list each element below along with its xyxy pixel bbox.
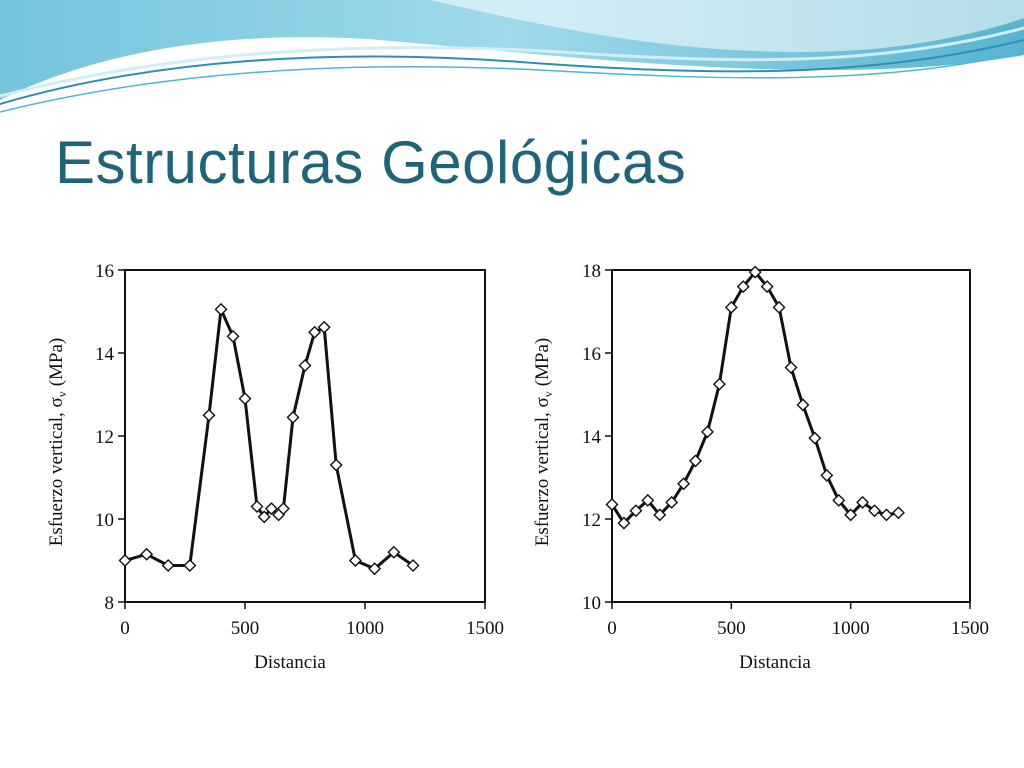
- data-point-diamond: [387, 545, 401, 559]
- data-point-diamond: [760, 280, 774, 294]
- data-point-diamond: [641, 493, 655, 507]
- data-point-diamond: [724, 300, 738, 314]
- y-tick-label: 18: [582, 261, 601, 282]
- data-point-diamond: [286, 410, 300, 424]
- x-axis-label: Distancia: [739, 652, 811, 673]
- data-point-diamond: [276, 502, 290, 516]
- y-tick-label: 16: [582, 344, 601, 365]
- data-point-diamond: [712, 377, 726, 391]
- data-point-diamond: [891, 506, 905, 520]
- data-point-diamond: [653, 508, 667, 522]
- data-point-diamond: [161, 558, 175, 572]
- data-point-diamond: [140, 547, 154, 561]
- y-axis-label-subscript: v: [541, 391, 555, 397]
- y-tick-label: 12: [95, 427, 114, 448]
- data-point-diamond: [264, 502, 278, 516]
- chart-frame: [611, 269, 971, 603]
- series-line: [610, 270, 899, 525]
- x-axis-label: Distancia: [254, 652, 326, 673]
- data-point-diamond: [368, 562, 382, 576]
- y-tick-label: 8: [105, 593, 115, 614]
- data-point-diamond: [605, 497, 619, 511]
- x-tick-label: 1500: [466, 618, 504, 639]
- data-point-diamond: [308, 325, 322, 339]
- data-point-diamond: [868, 504, 882, 518]
- data-point-diamond: [784, 361, 798, 375]
- x-tick-label: 500: [717, 618, 746, 639]
- data-point-diamond: [348, 554, 362, 567]
- y-tick-label: 10: [95, 510, 114, 531]
- data-point-diamond: [629, 504, 643, 518]
- data-point-diamond: [250, 500, 264, 514]
- data-point-diamond: [406, 558, 420, 572]
- data-point-diamond: [298, 358, 312, 372]
- data-point-diamond: [700, 425, 714, 439]
- data-point-diamond: [856, 495, 870, 509]
- y-axis-label-unit: (MPa): [532, 338, 553, 387]
- y-tick-label: 14: [95, 344, 115, 365]
- data-point-diamond: [202, 408, 216, 422]
- y-tick-label: 10: [582, 593, 601, 614]
- data-point-diamond: [226, 329, 240, 343]
- data-point-diamond: [257, 510, 271, 524]
- data-point-diamond: [617, 516, 631, 530]
- y-axis-label: Esfuerzo vertical, σv (MPa): [532, 338, 555, 547]
- x-tick-label: 1000: [832, 618, 870, 639]
- data-point-diamond: [808, 431, 822, 445]
- y-tick-label: 16: [95, 261, 114, 282]
- data-point-diamond: [689, 454, 703, 468]
- data-point-diamond: [329, 458, 343, 472]
- x-tick-label: 0: [607, 618, 617, 639]
- data-point-diamond: [214, 302, 228, 316]
- data-point-diamond: [820, 468, 834, 482]
- y-axis-label-subscript: v: [55, 391, 69, 397]
- slide-title: Estructuras Geológicas: [55, 129, 687, 196]
- y-axis-label-text: Esfuerzo vertical, σ: [46, 397, 67, 546]
- y-tick-label: 12: [582, 510, 601, 531]
- data-point-diamond: [844, 508, 858, 522]
- data-point-diamond: [238, 392, 252, 406]
- data-point-diamond: [748, 265, 762, 279]
- data-point-diamond: [183, 558, 197, 572]
- series-line: [124, 307, 414, 571]
- data-point-diamond: [772, 300, 786, 314]
- y-axis-label: Esfuerzo vertical, σv (MPa): [46, 338, 69, 547]
- x-tick-label: 500: [231, 618, 260, 639]
- data-point-diamond: [796, 398, 810, 412]
- data-point-diamond: [317, 320, 331, 334]
- data-point-diamond: [736, 280, 750, 294]
- data-point-diamond: [879, 508, 893, 522]
- data-point-diamond: [118, 554, 132, 567]
- y-axis-label-text: Esfuerzo vertical, σ: [532, 397, 553, 546]
- data-point-diamond: [665, 495, 679, 509]
- y-axis-label-unit: (MPa): [46, 338, 67, 387]
- data-point-diamond: [832, 493, 846, 507]
- header-waves-decoration: [0, 0, 1024, 113]
- data-point-diamond: [677, 477, 691, 491]
- x-tick-label: 1500: [951, 618, 989, 639]
- y-tick-label: 14: [582, 427, 602, 448]
- x-tick-label: 0: [120, 618, 130, 639]
- x-tick-label: 1000: [346, 618, 384, 639]
